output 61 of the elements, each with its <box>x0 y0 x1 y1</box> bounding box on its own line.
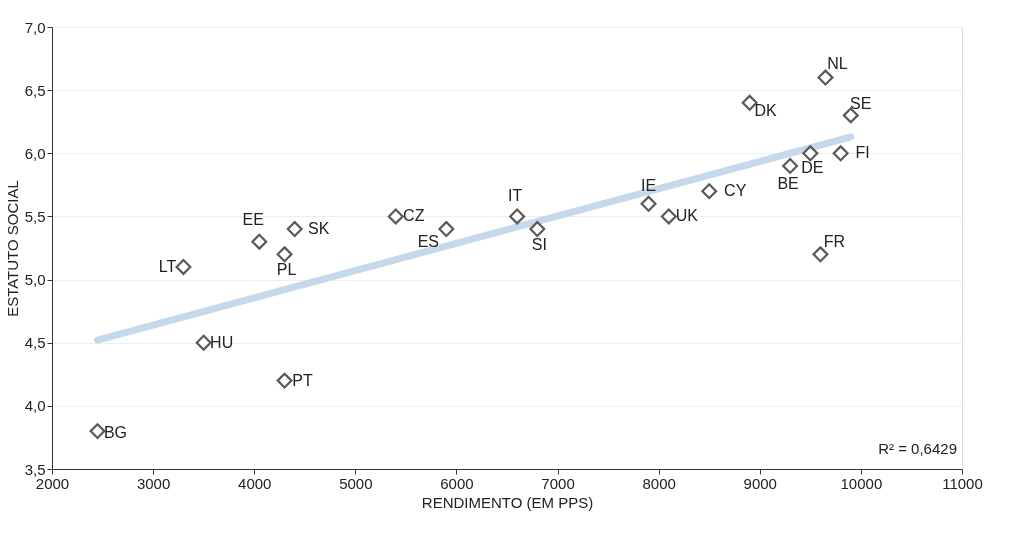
x-tick-label: 10000 <box>840 474 883 492</box>
x-tick-label: 9000 <box>743 474 777 492</box>
annotation: DK <box>754 101 778 119</box>
annotation: PL <box>276 261 297 279</box>
y-tick-label: 3,5 <box>24 460 46 478</box>
annotation: IT <box>508 187 523 205</box>
point <box>812 246 829 263</box>
point <box>276 246 293 263</box>
point <box>286 221 303 238</box>
annotation: IE <box>640 176 657 194</box>
y-tick-label: 4,0 <box>24 397 46 415</box>
point <box>660 208 677 225</box>
point <box>832 145 849 162</box>
annotation: EE <box>242 210 264 228</box>
annotation: SK <box>307 220 330 238</box>
x-tick-label: 5000 <box>339 474 373 492</box>
point <box>195 334 212 351</box>
annotation: CY <box>724 182 747 200</box>
y-tick-label: 6,0 <box>24 144 46 162</box>
annotation: CZ <box>403 207 425 225</box>
point <box>276 372 293 389</box>
x-tick-label: 7000 <box>541 474 575 492</box>
annotation: DE <box>801 159 824 177</box>
point <box>802 145 819 162</box>
point <box>817 69 834 86</box>
x-tick-label: 6000 <box>440 474 474 492</box>
point <box>842 107 859 124</box>
x-tick-label: 8000 <box>642 474 676 492</box>
y-tick-label: 5,0 <box>24 271 46 289</box>
y-tick-label: 5,5 <box>24 207 46 225</box>
y-tick-label: 4,5 <box>24 334 46 352</box>
y-tick-label: 6,5 <box>24 81 46 99</box>
y-tick-label: 7,0 <box>24 18 46 36</box>
point <box>782 157 799 174</box>
annotation: SI <box>531 236 547 254</box>
annotation: SE <box>850 95 872 113</box>
point <box>438 221 455 238</box>
annotation: BE <box>777 174 799 192</box>
annotation: PT <box>292 371 313 389</box>
annotation: R² = 0,6429 <box>878 440 957 457</box>
point <box>89 423 106 440</box>
x-tick-label: 11000 <box>942 474 983 492</box>
point <box>640 195 657 212</box>
annotation: FI <box>855 144 870 162</box>
point <box>175 258 192 275</box>
annotation: LT <box>158 257 177 275</box>
point <box>509 208 526 225</box>
annotation: HU <box>210 333 234 351</box>
annotation: UK <box>675 207 699 225</box>
y-axis-title: ESTATUTO SOCIAL <box>3 180 21 317</box>
annotation: FR <box>823 233 846 251</box>
point <box>701 183 718 200</box>
point <box>529 221 546 238</box>
annotation: BG <box>103 424 128 442</box>
point <box>251 233 268 250</box>
annotation: ES <box>417 233 440 251</box>
point <box>387 208 404 225</box>
x-tick-label: 3000 <box>136 474 171 492</box>
annotation: NL <box>827 54 848 72</box>
x-axis-title: RENDIMENTO (EM PPS) <box>421 493 594 511</box>
x-tick-label: 4000 <box>238 474 272 492</box>
